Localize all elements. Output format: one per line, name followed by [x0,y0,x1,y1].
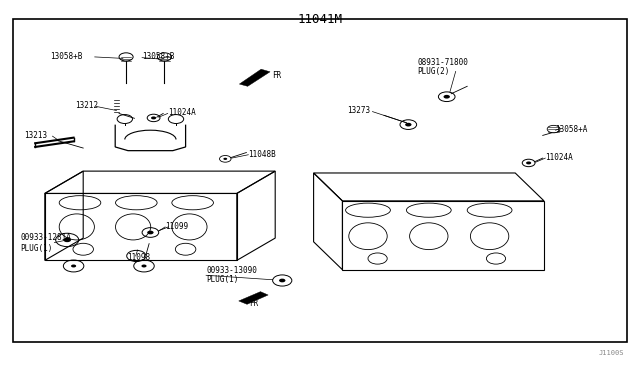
Circle shape [141,264,147,267]
Circle shape [147,231,154,234]
Text: PLUG(1): PLUG(1) [206,275,239,284]
Text: 11048B: 11048B [248,150,276,158]
Polygon shape [239,292,268,304]
Circle shape [223,158,227,160]
Circle shape [279,279,285,282]
Circle shape [405,123,412,126]
Circle shape [526,161,531,164]
Text: FR: FR [272,71,281,80]
Circle shape [71,264,76,267]
Text: PLUG(1): PLUG(1) [20,244,53,253]
Text: 11099: 11099 [165,222,188,231]
Circle shape [444,95,450,99]
Text: 11098: 11098 [127,253,150,262]
Text: 11024A: 11024A [168,108,195,117]
Text: FR: FR [250,299,259,308]
Text: 11041M: 11041M [298,13,342,26]
Text: 13212: 13212 [76,101,99,110]
Text: 11024A: 11024A [545,153,573,162]
Text: 13213: 13213 [24,131,47,140]
Polygon shape [239,69,270,86]
Text: 13058+B: 13058+B [142,52,175,61]
Text: 13058+B: 13058+B [50,52,83,61]
Text: 13058+A: 13058+A [556,125,588,134]
Text: PLUG(2): PLUG(2) [417,67,450,76]
Text: 00933-13090: 00933-13090 [206,266,257,275]
Text: J1100S: J1100S [598,350,624,356]
Circle shape [63,238,71,242]
Text: 08931-71800: 08931-71800 [417,58,468,67]
Circle shape [151,116,156,119]
Text: 13273: 13273 [347,106,370,115]
Text: 00933-1281A: 00933-1281A [20,233,71,242]
FancyBboxPatch shape [13,19,627,342]
